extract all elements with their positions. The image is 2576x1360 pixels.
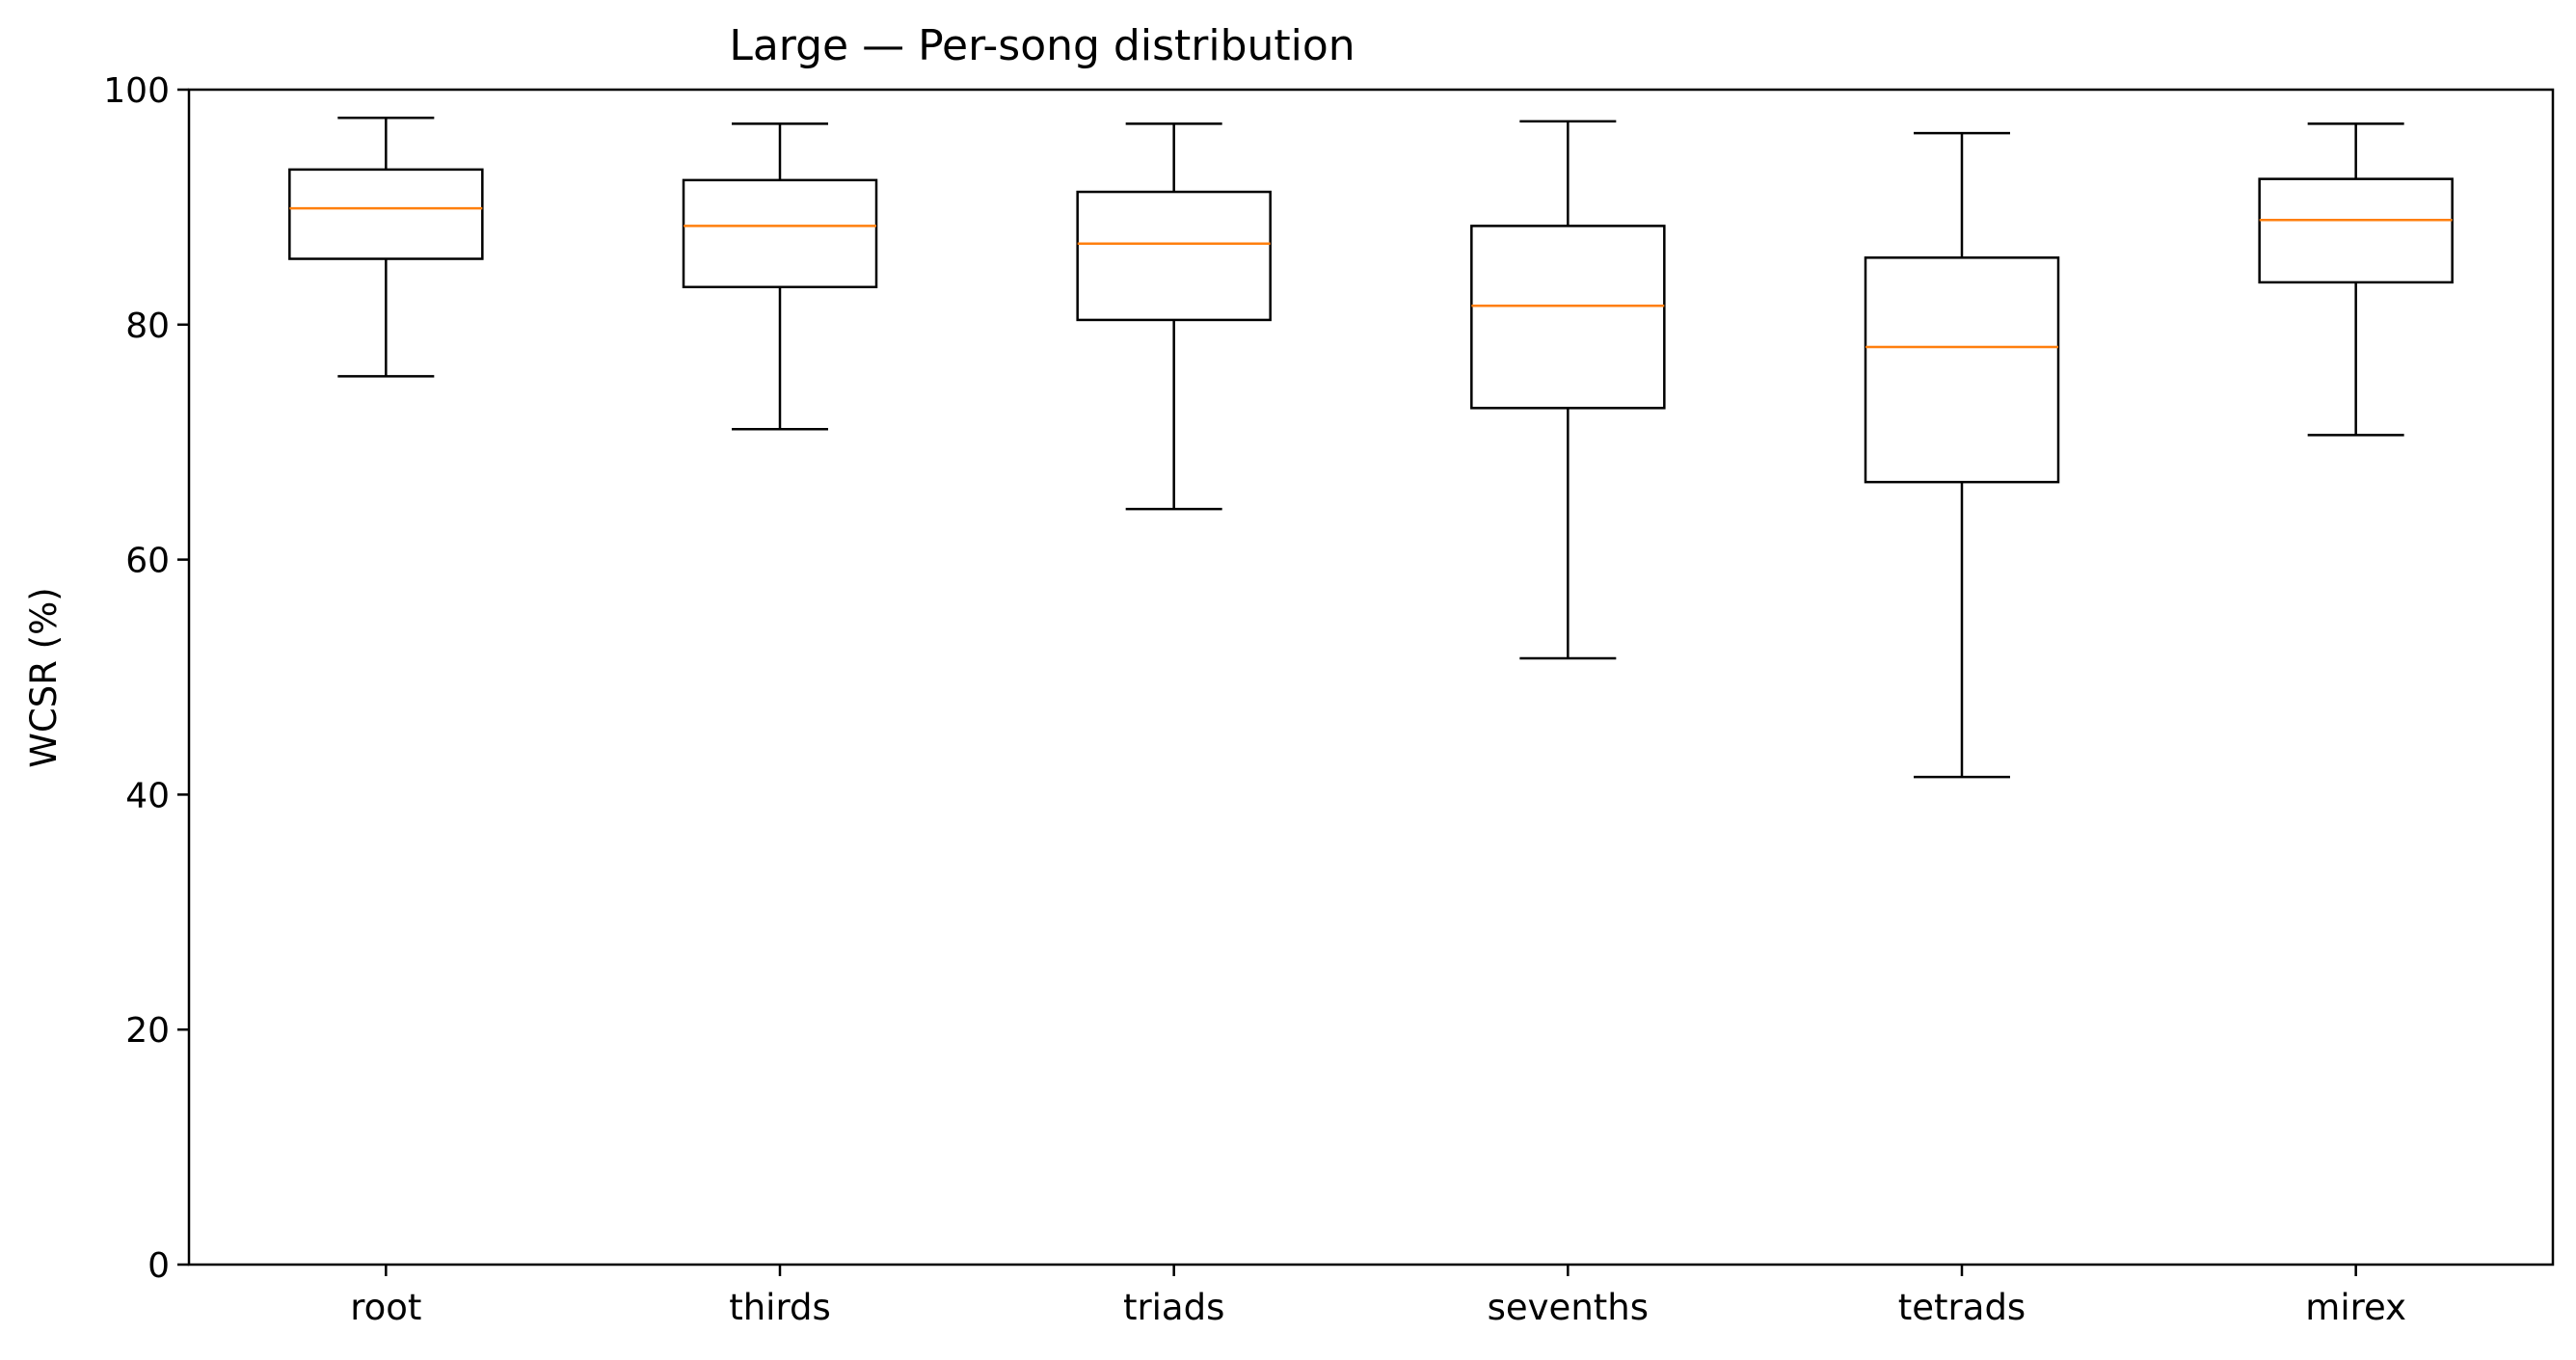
y-axis-label: WCSR (%)	[23, 587, 65, 767]
y-tick-label: 60	[125, 542, 170, 581]
x-tick-label: root	[350, 1287, 421, 1328]
x-tick-label: mirex	[2305, 1287, 2406, 1328]
x-tick-label: sevenths	[1488, 1287, 1649, 1328]
x-tick-label: triads	[1123, 1287, 1224, 1328]
y-tick-label: 100	[103, 71, 170, 111]
y-tick-label: 20	[125, 1011, 170, 1051]
plot-area: 0 20 40 60 80 100 root thirds triads sevenths tetr…	[103, 71, 2454, 1328]
chart-title: Large — Per-song distribution	[729, 21, 1355, 70]
box-tetrads	[1864, 256, 2060, 484]
box-mirex	[2258, 177, 2454, 284]
box-sevenths	[1470, 225, 1666, 410]
box-triads	[1076, 190, 1272, 322]
x-tick-label: tetrads	[1898, 1287, 2026, 1328]
y-tick-label: 0	[148, 1246, 170, 1286]
y-tick-label: 40	[125, 776, 170, 815]
x-tick-label: thirds	[729, 1287, 831, 1328]
plot-frame	[187, 88, 2555, 1267]
y-tick-label: 80	[125, 307, 170, 346]
box-thirds	[682, 178, 878, 289]
box-root	[288, 168, 484, 260]
